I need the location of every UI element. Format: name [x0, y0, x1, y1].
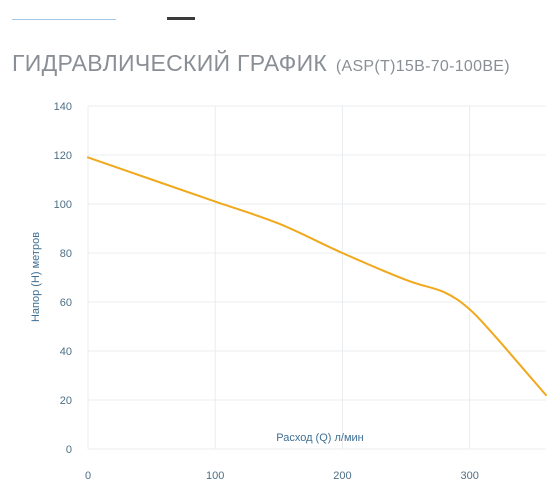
y-axis-label: Напор (H) метров — [30, 232, 42, 322]
y-tick-label: 120 — [54, 150, 72, 162]
chart-model: (ASP(T)15B-70-100BE) — [335, 58, 510, 75]
top-mark — [167, 17, 195, 20]
series-layer — [87, 156, 547, 397]
y-tick-label: 40 — [60, 346, 72, 358]
x-tick-label: 100 — [206, 470, 224, 482]
chart-title: ГИДРАВЛИЧЕСКИЙ ГРАФИК — [12, 50, 328, 76]
x-tick-label: 300 — [460, 470, 478, 482]
y-tick-label: 20 — [60, 395, 72, 407]
y-tick-label: 100 — [54, 199, 72, 211]
y-tick-label: 0 — [66, 444, 72, 456]
top-divider-line — [12, 19, 116, 20]
grid-layer — [87, 105, 546, 450]
y-tick-label: 60 — [60, 297, 72, 309]
x-tick-label: 200 — [333, 470, 351, 482]
y-tick-label: 80 — [60, 248, 72, 260]
chart-heading: ГИДРАВЛИЧЕСКИЙ ГРАФИК (ASP(T)15B-70-100B… — [12, 50, 510, 77]
performance-curve-line — [87, 156, 547, 397]
tick-layer: 0 20 40 60 80 100 120 140 0 100 200 300 — [54, 101, 479, 482]
x-tick-label: 0 — [85, 470, 91, 482]
x-axis-label: Расход (Q) л/мин — [276, 432, 364, 444]
y-tick-label: 140 — [54, 101, 72, 113]
